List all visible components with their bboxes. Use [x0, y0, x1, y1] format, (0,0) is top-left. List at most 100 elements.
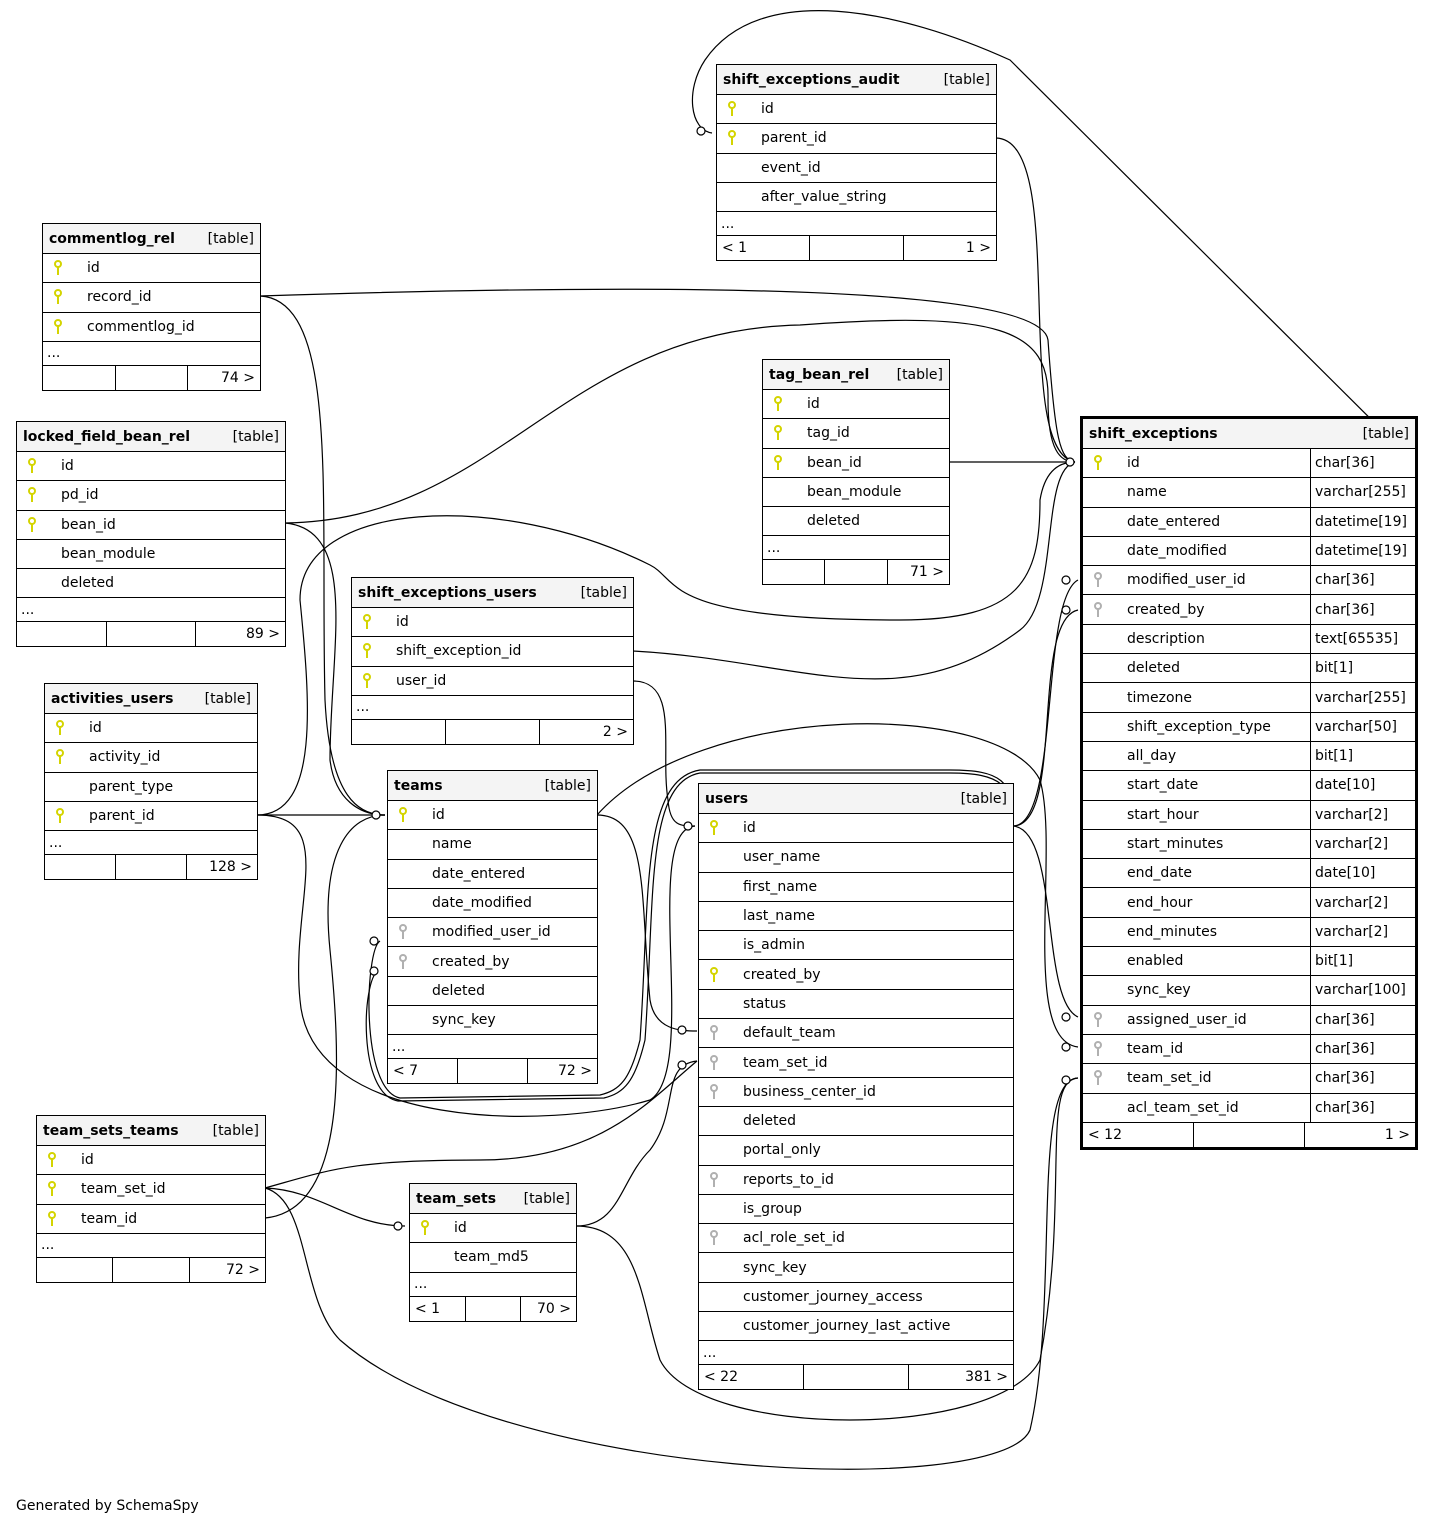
- column-row[interactable]: activity_id: [45, 743, 257, 773]
- column-row[interactable]: parent_type: [45, 773, 257, 802]
- children-count[interactable]: 1 >: [965, 240, 991, 257]
- column-row[interactable]: team_set_id: [699, 1048, 1013, 1078]
- column-row[interactable]: team_id char[36]: [1083, 1034, 1415, 1065]
- children-count[interactable]: 381 >: [965, 1369, 1008, 1386]
- parents-count[interactable]: < 22: [699, 1365, 804, 1390]
- column-row[interactable]: acl_team_set_id char[36]: [1083, 1093, 1415, 1123]
- column-row[interactable]: created_by char[36]: [1083, 595, 1415, 625]
- column-row[interactable]: id: [763, 390, 949, 420]
- column-row[interactable]: default_team: [699, 1019, 1013, 1049]
- column-row[interactable]: id: [37, 1146, 265, 1176]
- column-row[interactable]: deleted: [17, 569, 285, 599]
- column-row[interactable]: id char[36]: [1083, 449, 1415, 479]
- column-row[interactable]: id: [388, 801, 597, 831]
- column-row[interactable]: customer_journey_access: [699, 1283, 1013, 1313]
- column-row[interactable]: acl_role_set_id: [699, 1224, 1013, 1254]
- column-row[interactable]: id: [45, 714, 257, 744]
- column-row[interactable]: team_set_id char[36]: [1083, 1064, 1415, 1094]
- children-count[interactable]: 70 >: [537, 1300, 572, 1317]
- column-row[interactable]: after_value_string: [717, 183, 996, 213]
- column-row[interactable]: name: [388, 830, 597, 860]
- column-row[interactable]: sync_key: [388, 1006, 597, 1036]
- column-row[interactable]: id: [699, 814, 1013, 844]
- column-row[interactable]: reports_to_id: [699, 1166, 1013, 1195]
- column-row[interactable]: deleted bit[1]: [1083, 654, 1415, 684]
- column-row[interactable]: id: [17, 452, 285, 482]
- column-row[interactable]: all_day bit[1]: [1083, 741, 1415, 772]
- table-teams[interactable]: teams [table] id name date_entered date_modif…: [387, 770, 598, 1085]
- table-locked-field-bean-rel[interactable]: locked_field_bean_rel [table] id pd_id bean_…: [16, 421, 286, 648]
- column-row[interactable]: start_hour varchar[2]: [1083, 800, 1415, 830]
- table-team-sets-teams[interactable]: team_sets_teams [table] id team_set_id team_…: [36, 1115, 266, 1283]
- column-row[interactable]: id: [43, 254, 260, 284]
- column-row[interactable]: name varchar[255]: [1083, 478, 1415, 508]
- table-tag-bean-rel[interactable]: tag_bean_rel [table] id tag_id bean_id bean_m…: [762, 359, 950, 586]
- column-row[interactable]: pd_id: [17, 481, 285, 511]
- column-row[interactable]: sync_key: [699, 1253, 1013, 1283]
- children-count[interactable]: 89 >: [246, 626, 281, 643]
- table-users[interactable]: users [table] id user_name first_name last_na…: [698, 783, 1014, 1391]
- column-row[interactable]: modified_user_id char[36]: [1083, 566, 1415, 596]
- column-row[interactable]: first_name: [699, 873, 1013, 902]
- column-row[interactable]: team_set_id: [37, 1175, 265, 1205]
- column-row[interactable]: end_minutes varchar[2]: [1083, 917, 1415, 948]
- table-shift-exceptions-users[interactable]: shift_exceptions_users [table] id shift_exc…: [351, 577, 634, 745]
- column-row[interactable]: id: [410, 1214, 576, 1244]
- column-row[interactable]: timezone varchar[255]: [1083, 683, 1415, 713]
- column-row[interactable]: record_id: [43, 283, 260, 313]
- column-row[interactable]: bean_module: [17, 540, 285, 570]
- table-shift-exceptions-audit[interactable]: shift_exceptions_audit [table] id parent_id…: [716, 64, 997, 262]
- column-row[interactable]: deleted: [388, 977, 597, 1007]
- column-row[interactable]: date_entered datetime[19]: [1083, 507, 1415, 537]
- column-row[interactable]: start_date date[10]: [1083, 771, 1415, 801]
- column-row[interactable]: bean_id: [763, 449, 949, 478]
- column-row[interactable]: event_id: [717, 154, 996, 183]
- column-row[interactable]: commentlog_id: [43, 313, 260, 342]
- column-row[interactable]: assigned_user_id char[36]: [1083, 1005, 1415, 1035]
- column-row[interactable]: created_by: [699, 960, 1013, 990]
- column-row[interactable]: id: [717, 95, 996, 125]
- column-row[interactable]: is_admin: [699, 931, 1013, 961]
- column-row[interactable]: portal_only: [699, 1136, 1013, 1166]
- column-row[interactable]: shift_exception_id: [352, 637, 633, 667]
- column-row[interactable]: last_name: [699, 902, 1013, 932]
- children-count[interactable]: 72 >: [225, 1261, 260, 1278]
- column-row[interactable]: date_modified: [388, 889, 597, 919]
- children-count[interactable]: 74 >: [221, 369, 256, 386]
- column-row[interactable]: enabled bit[1]: [1083, 947, 1415, 977]
- column-row[interactable]: start_minutes varchar[2]: [1083, 829, 1415, 860]
- column-row[interactable]: id: [352, 608, 633, 638]
- column-row[interactable]: end_hour varchar[2]: [1083, 888, 1415, 918]
- table-commentlog-rel[interactable]: commentlog_rel [table] id record_id commentl…: [42, 223, 261, 391]
- parents-count[interactable]: < 7: [388, 1059, 458, 1084]
- parents-count[interactable]: < 1: [717, 236, 811, 261]
- column-row[interactable]: user_name: [699, 843, 1013, 873]
- column-row[interactable]: description text[65535]: [1083, 624, 1415, 655]
- parents-count[interactable]: < 1: [410, 1296, 466, 1321]
- column-row[interactable]: business_center_id: [699, 1078, 1013, 1107]
- column-row[interactable]: customer_journey_last_active: [699, 1312, 1013, 1342]
- column-row[interactable]: team_md5: [410, 1243, 576, 1273]
- column-row[interactable]: is_group: [699, 1195, 1013, 1225]
- parents-count[interactable]: < 12: [1083, 1122, 1194, 1147]
- column-row[interactable]: modified_user_id: [388, 918, 597, 948]
- column-row[interactable]: bean_module: [763, 478, 949, 508]
- children-count[interactable]: 72 >: [558, 1063, 592, 1080]
- column-row[interactable]: user_id: [352, 667, 633, 696]
- column-row[interactable]: created_by: [388, 947, 597, 977]
- table-activities-users[interactable]: activities_users [table] id activity_id pare…: [44, 683, 258, 881]
- column-row[interactable]: parent_id: [717, 124, 996, 154]
- table-team-sets[interactable]: team_sets [table] id team_md5... < 1 70 >: [409, 1183, 577, 1322]
- column-row[interactable]: tag_id: [763, 419, 949, 449]
- column-row[interactable]: end_date date[10]: [1083, 859, 1415, 889]
- column-row[interactable]: date_modified datetime[19]: [1083, 536, 1415, 567]
- column-row[interactable]: sync_key varchar[100]: [1083, 976, 1415, 1006]
- column-row[interactable]: parent_id: [45, 802, 257, 832]
- column-row[interactable]: bean_id: [17, 511, 285, 540]
- column-row[interactable]: date_entered: [388, 860, 597, 889]
- children-count[interactable]: 71 >: [909, 564, 944, 581]
- column-row[interactable]: shift_exception_type varchar[50]: [1083, 712, 1415, 742]
- table-shift-exceptions[interactable]: shift_exceptions [table] id char[36] name var…: [1080, 416, 1418, 1150]
- children-count[interactable]: 1 >: [1384, 1126, 1410, 1143]
- children-count[interactable]: 128 >: [209, 859, 252, 876]
